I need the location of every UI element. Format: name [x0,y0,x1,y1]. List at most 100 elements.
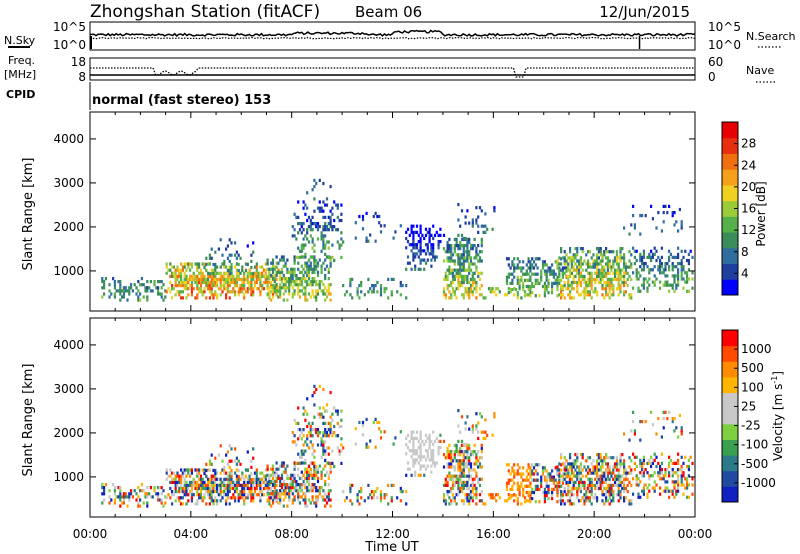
power-cell [246,244,249,248]
power-cell [331,243,334,247]
power-cell [306,273,309,278]
power-cell [446,277,449,281]
power-cell [110,292,113,296]
power-cell [475,290,478,294]
velocity-cell [455,502,458,506]
velocity-cell [590,471,593,475]
power-cell [410,224,413,228]
velocity-cell [399,486,402,491]
power-cell [288,289,291,293]
velocity-cell [569,490,572,494]
velocity-cell [275,479,278,484]
power-cell [280,255,284,259]
velocity-cell [221,496,224,500]
velocity-cell [680,432,683,436]
velocity-cell [225,502,228,506]
velocity-cell [451,477,455,481]
power-cell [547,278,550,282]
velocity-cell [570,468,573,472]
velocity-cell [122,492,125,496]
velocity-cell [572,462,575,466]
velocity-cell [455,459,458,463]
velocity-cell [612,456,615,460]
velocity-cell [569,480,572,484]
power-cell [128,286,131,290]
power-cell [130,283,133,287]
velocity-cell [545,481,548,485]
velocity-cell [450,453,453,457]
power-cell [669,283,672,287]
power-cell [316,289,320,293]
velocity-cell [666,417,669,421]
velocity-cell [119,498,122,502]
power-cell [651,252,654,256]
power-cell [603,250,606,254]
power-cell [237,290,240,294]
colorbar-segment [722,455,738,472]
velocity-cell [603,480,606,484]
power-cell [244,262,248,266]
power-scatter [101,178,694,302]
velocity-cell [210,493,213,497]
power-cell [579,256,582,260]
power-cell [504,293,507,297]
power-cell [471,280,474,285]
velocity-cell [146,504,149,508]
power-cell [623,226,626,230]
velocity-cell [459,490,462,494]
velocity-cell [243,502,246,506]
power-cell [464,250,467,254]
power-cell [178,280,181,285]
power-cell [372,214,375,219]
power-cell [464,244,467,248]
power-cell [408,243,411,247]
velocity-cell [171,490,174,494]
velocity-cell [482,436,485,440]
velocity-cell [590,486,593,491]
power-cell [329,209,332,213]
velocity-cell [221,490,224,494]
power-cell [529,284,532,289]
velocity-cell [405,436,408,440]
velocity-cell [621,474,624,478]
power-cell [228,265,231,269]
velocity-cell [623,496,626,500]
power-cell [428,233,431,237]
velocity-cell [594,493,597,497]
velocity-cell [529,493,532,497]
velocity-cell [691,461,694,465]
power-cell [632,286,635,290]
power-cell [412,252,415,256]
power-cell [268,270,271,274]
velocity-cell [275,489,278,493]
power-cell [563,280,566,285]
velocity-cell [235,468,238,472]
power-cell [471,290,474,294]
velocity-cell [450,486,453,491]
power-cell [284,264,287,268]
power-cell [196,296,199,300]
velocity-cell [307,464,311,469]
power-cell [196,277,199,281]
velocity-cell [585,496,588,500]
velocity-cell [306,434,309,438]
power-cell [606,277,609,281]
power-cell [329,298,332,302]
power-cell [415,243,419,247]
velocity-cell [653,452,656,456]
velocity-cell [605,468,608,472]
velocity-cell [122,501,125,505]
power-cell [525,278,528,282]
velocity-cell [343,499,347,503]
power-cell [471,293,474,297]
power-cell [322,261,325,265]
velocity-cell [207,480,210,484]
velocity-cell [570,490,573,494]
velocity-cell [289,486,293,490]
velocity-cell [117,495,120,499]
power-cell [491,290,494,294]
power-cell [327,286,330,290]
power-cell [338,243,341,247]
power-cell [507,257,510,261]
power-cell [587,290,590,294]
